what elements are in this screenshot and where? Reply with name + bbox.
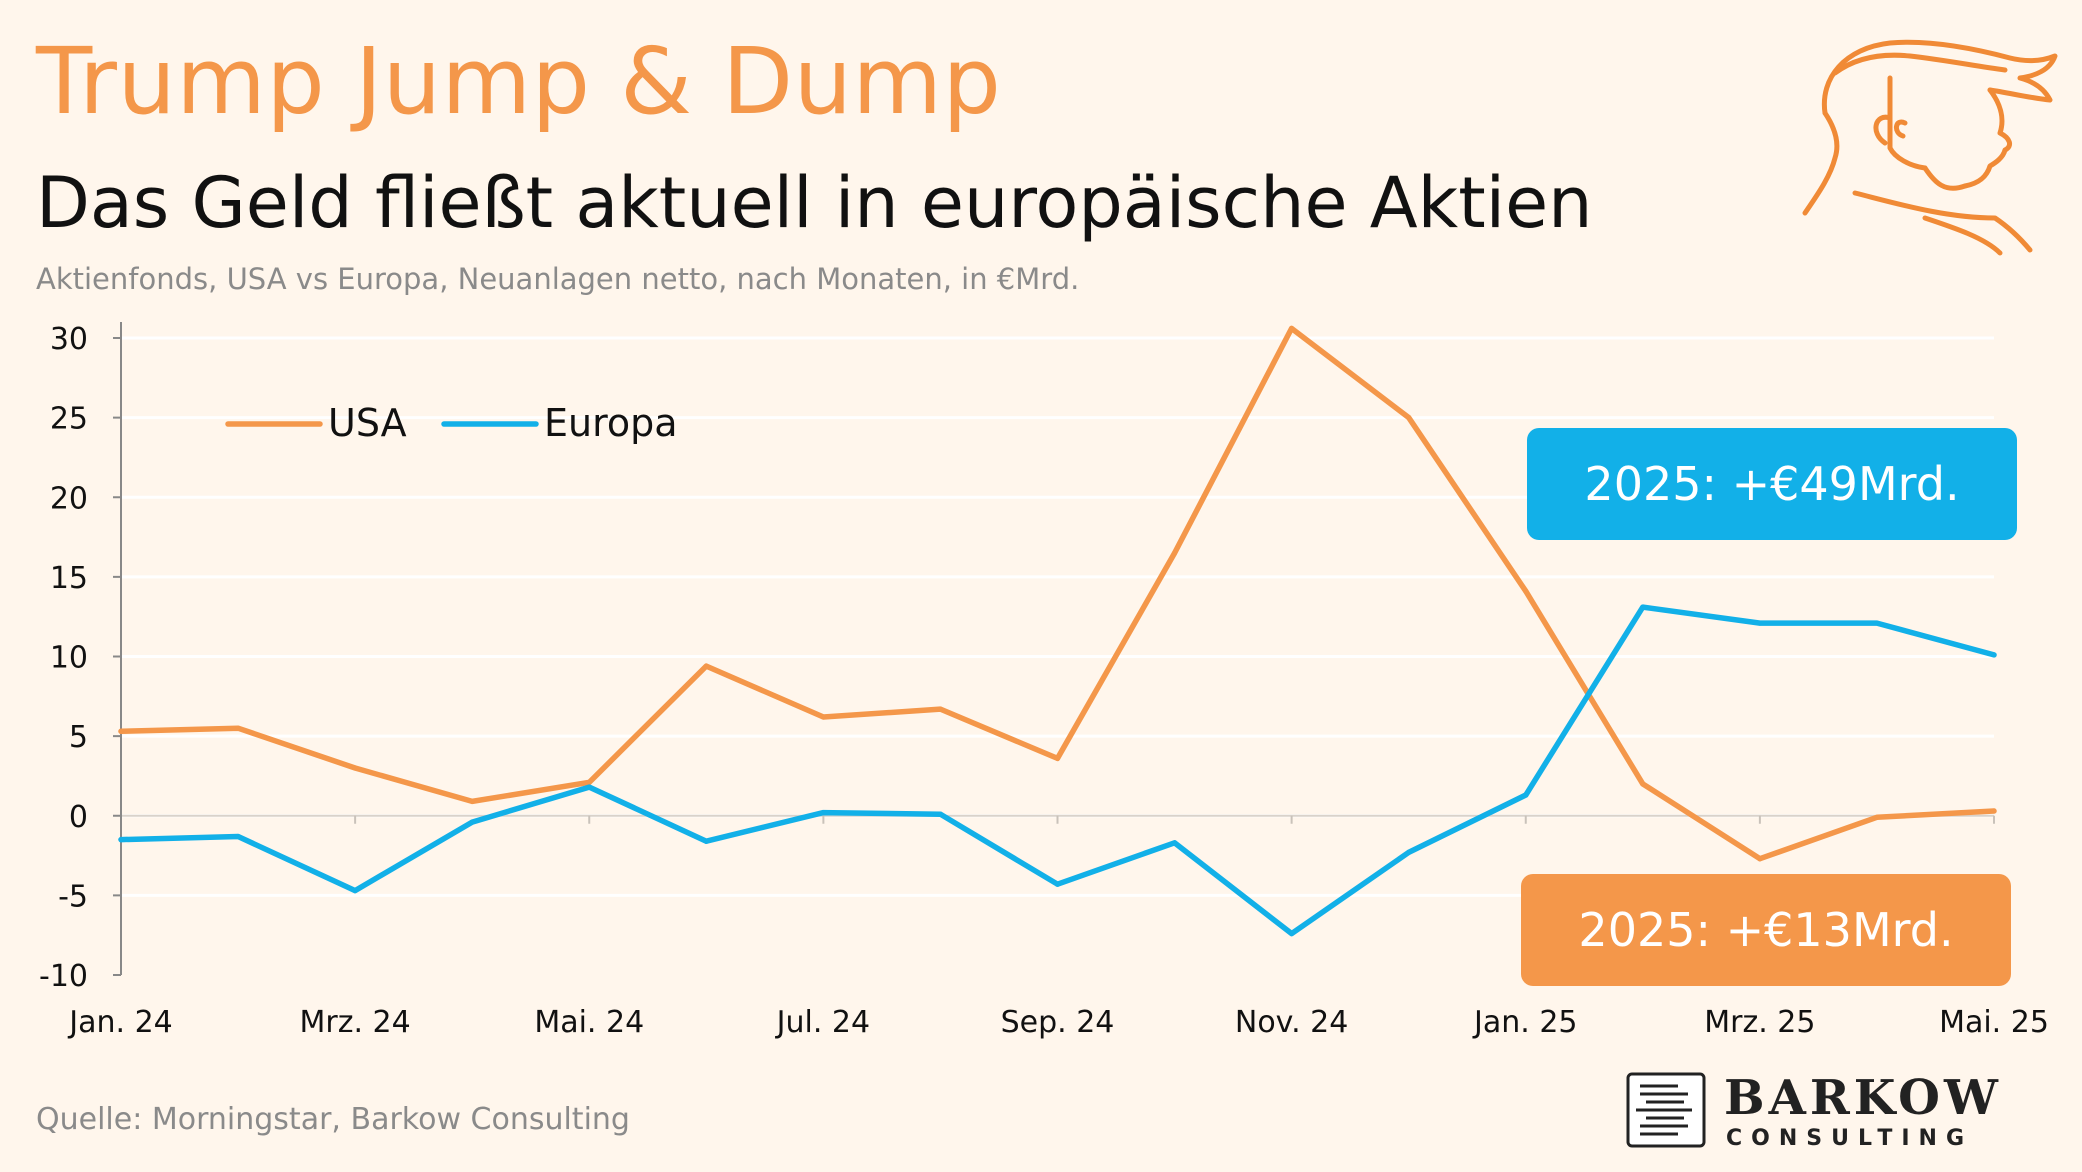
data-point-usa: [1640, 781, 1646, 787]
chart-subtitle: Das Geld fließt aktuell in europäische A…: [36, 162, 1593, 244]
data-point-europa: [118, 837, 124, 843]
logo-mark-icon: [1626, 1072, 1706, 1148]
data-point-europa: [1640, 604, 1646, 610]
data-point-europa: [586, 784, 592, 790]
data-point-europa: [1171, 840, 1178, 846]
x-tick-label: Mrz. 24: [300, 1005, 411, 1040]
source-note: Quelle: Morningstar, Barkow Consulting: [36, 1102, 630, 1137]
legend-label: Europa: [544, 401, 678, 445]
data-point-europa: [1874, 620, 1880, 626]
x-tick-label: Mrz. 25: [1704, 1005, 1815, 1040]
y-tick-label: 0: [69, 800, 88, 835]
data-point-europa: [235, 833, 241, 840]
data-point-usa: [1757, 856, 1763, 862]
chart-title: Trump Jump & Dump: [36, 28, 1002, 135]
data-point-usa: [1406, 415, 1412, 421]
data-point-europa: [1054, 881, 1061, 887]
data-point-europa: [937, 811, 944, 817]
y-tick-label: 20: [50, 481, 88, 516]
data-point-usa: [586, 779, 592, 785]
logo-subtitle: CONSULTING: [1726, 1126, 1974, 1151]
x-tick-label: Nov. 24: [1235, 1005, 1348, 1040]
y-tick-label: -5: [58, 879, 88, 914]
data-point-europa: [820, 809, 826, 816]
y-tick-label: 5: [69, 720, 88, 755]
legend-label: USA: [328, 401, 407, 445]
data-point-usa: [118, 728, 124, 734]
y-tick-label: 15: [50, 561, 88, 596]
x-tick-label: Sep. 24: [1001, 1005, 1115, 1040]
x-tick-label: Jan. 24: [67, 1005, 173, 1040]
data-point-usa: [1171, 550, 1178, 556]
y-tick-label: 30: [50, 322, 88, 357]
y-tick-label: 10: [50, 641, 88, 676]
data-point-usa: [1523, 588, 1529, 594]
data-point-europa: [469, 819, 475, 825]
data-point-usa: [703, 663, 709, 669]
x-tick-label: Mai. 25: [1939, 1005, 2049, 1040]
trump-caricature-icon: [1802, 39, 2058, 256]
barkow-logo: BARKOW CONSULTING: [1626, 1070, 2066, 1152]
data-point-europa: [352, 887, 358, 894]
x-tick-label: Mai. 24: [534, 1005, 644, 1040]
y-tick-label: 25: [50, 402, 88, 437]
data-point-europa: [1523, 792, 1529, 798]
data-point-usa: [235, 725, 241, 731]
data-point-europa: [1991, 652, 1997, 658]
data-point-europa: [1406, 849, 1412, 855]
data-point-usa: [937, 706, 944, 712]
data-point-usa: [820, 714, 826, 720]
data-point-usa: [1991, 808, 1997, 814]
data-point-usa: [1874, 814, 1880, 820]
x-tick-label: Jul. 24: [775, 1005, 870, 1040]
x-tick-label: Jan. 25: [1472, 1005, 1578, 1040]
data-point-usa: [1289, 325, 1295, 332]
chart-description: Aktienfonds, USA vs Europa, Neuanlagen n…: [36, 262, 1080, 296]
line-chart: 30 25 20 15 10 5 0 -5 -10 Jan. 24 Mrz. 24 Mai. 24 Ju…: [39, 322, 2049, 1040]
data-point-europa: [1757, 620, 1763, 626]
logo-name: BARKOW: [1724, 1070, 2002, 1126]
callout-europe: 2025: +€49Mrd.: [1527, 428, 2017, 540]
data-point-usa: [352, 765, 358, 771]
data-point-europa: [703, 838, 709, 844]
data-point-usa: [1054, 755, 1061, 762]
data-point-usa: [469, 798, 475, 805]
callout-usa: 2025: +€13Mrd.: [1521, 874, 2011, 986]
y-tick-label: -10: [39, 959, 88, 994]
data-point-europa: [1289, 930, 1295, 937]
